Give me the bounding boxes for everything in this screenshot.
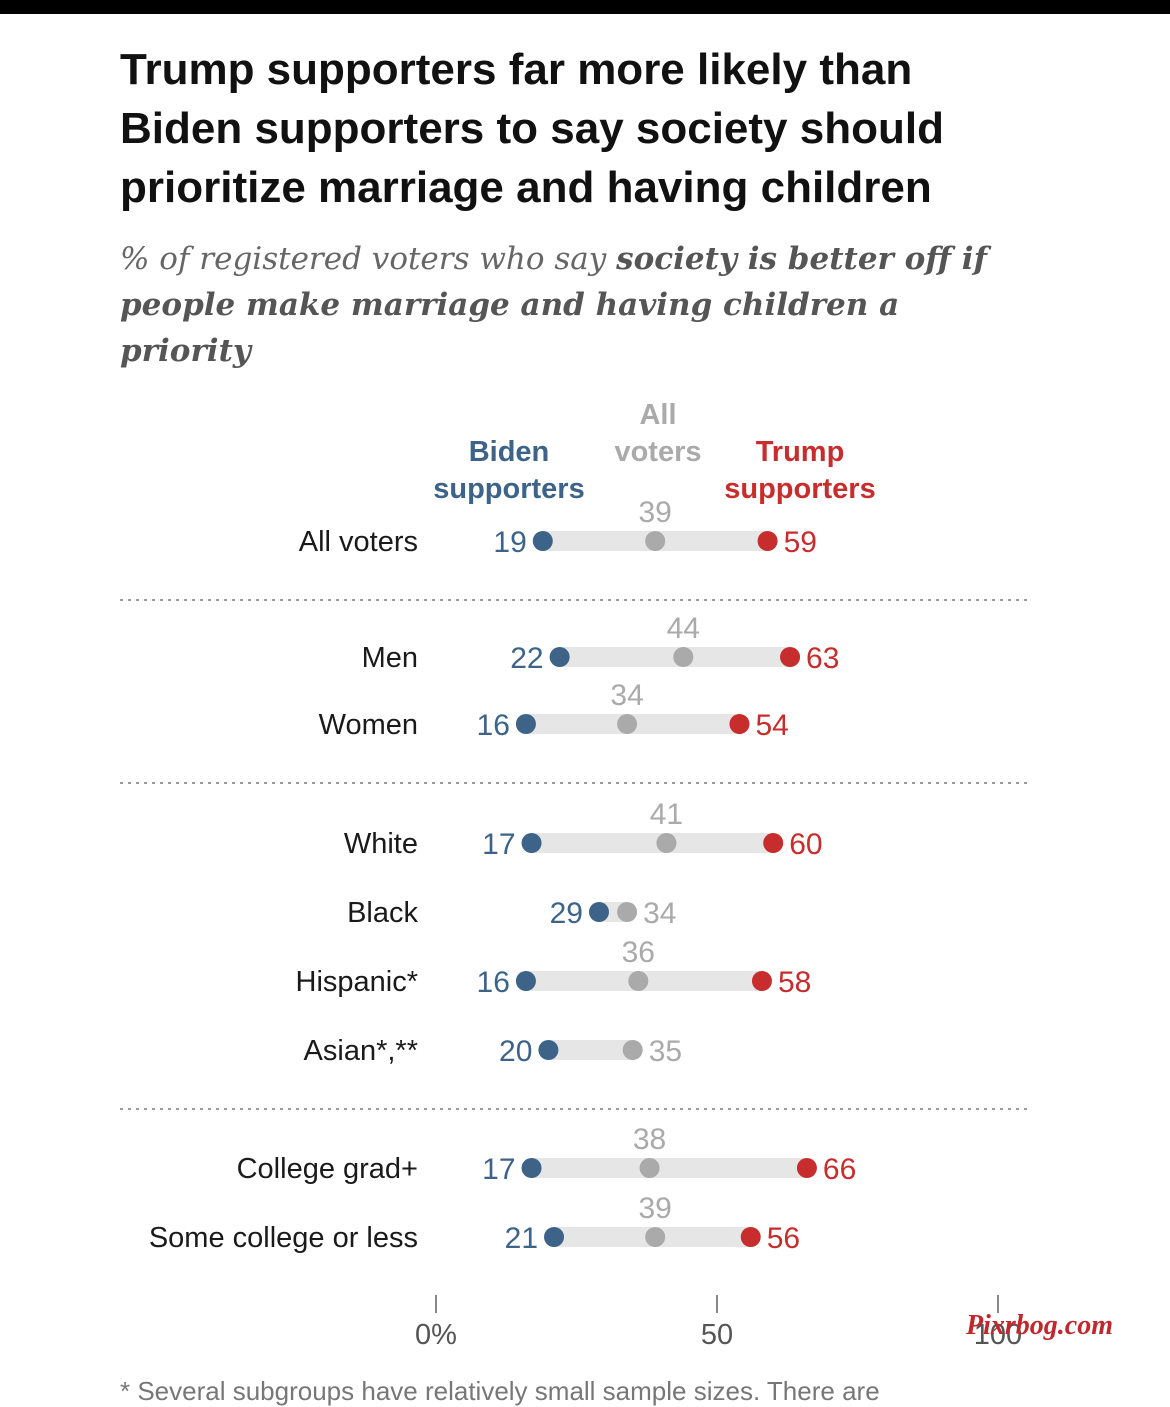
trump-point [751, 971, 772, 991]
biden-point [521, 1158, 542, 1178]
legend-all-line-2: voters [614, 436, 701, 468]
all-voters-value-label: 36 [622, 936, 655, 969]
biden-point [521, 833, 542, 853]
category-label: Black [347, 897, 418, 929]
biden-value-label: 16 [477, 966, 510, 999]
all-voters-point [617, 902, 638, 922]
trump-value-label: 54 [755, 709, 788, 742]
trump-point [740, 1227, 761, 1247]
all-voters-point [639, 1158, 660, 1178]
all-voters-value-label: 34 [610, 679, 643, 712]
trump-value-label: 58 [778, 966, 811, 999]
footnote: * Several subgroups have relatively smal… [120, 1376, 880, 1406]
legend-all-line-1: All [639, 399, 676, 431]
biden-point [544, 1227, 565, 1247]
biden-value-label: 17 [482, 1153, 515, 1186]
biden-point [588, 902, 609, 922]
title-line-3: prioritize marriage and having children [120, 163, 932, 212]
all-voters-point [645, 1227, 666, 1247]
chart-subtitle: % of registered voters who say society i… [120, 236, 1040, 374]
trump-value-label: 66 [823, 1153, 856, 1186]
category-label: White [344, 828, 418, 860]
trump-value-label: 63 [806, 642, 839, 675]
category-label: Hispanic* [296, 966, 419, 998]
subtitle-plain: % of registered voters who say [120, 241, 617, 277]
legend-biden-line-1: Biden [469, 436, 550, 468]
biden-point [549, 647, 570, 667]
biden-value-label: 17 [482, 828, 515, 861]
all-voters-value-label: 34 [643, 897, 676, 930]
all-voters-value-label: 35 [649, 1035, 682, 1068]
title-line-1: Trump supporters far more likely than [120, 45, 913, 94]
all-voters-value-label: 39 [638, 496, 671, 529]
trump-point [757, 531, 778, 551]
all-voters-point [673, 647, 694, 667]
biden-value-label: 21 [505, 1222, 538, 1255]
title-line-2: Biden supporters to say society should [120, 104, 944, 153]
category-label: Asian*,** [304, 1035, 418, 1067]
biden-value-label: 16 [477, 709, 510, 742]
trump-point [763, 833, 784, 853]
all-voters-point [656, 833, 677, 853]
subtitle-bold: society is better off if people make mar… [120, 241, 987, 369]
trump-point [796, 1158, 817, 1178]
trump-value-label: 56 [767, 1222, 800, 1255]
watermark: Pixrbog.com [966, 1310, 1113, 1341]
category-label: Some college or less [149, 1222, 418, 1254]
category-label: College grad+ [237, 1153, 418, 1185]
legend-trump-line-1: Trump [756, 436, 845, 468]
all-voters-value-label: 39 [638, 1192, 671, 1225]
axis-tick-label: 50 [701, 1319, 733, 1351]
axis-tick-label: 100 [974, 1319, 1022, 1351]
axis-tick-label: 0% [415, 1319, 457, 1351]
all-voters-point [645, 531, 666, 551]
all-voters-value-label: 38 [633, 1123, 666, 1156]
trump-point [780, 647, 801, 667]
biden-value-label: 19 [493, 526, 526, 559]
biden-value-label: 20 [499, 1035, 532, 1068]
category-label: All voters [299, 526, 418, 558]
trump-point [729, 714, 750, 734]
all-voters-value-label: 41 [650, 798, 683, 831]
all-voters-value-label: 44 [667, 612, 700, 645]
top-bar [0, 0, 1170, 14]
all-voters-point [628, 971, 649, 991]
chart-title: Trump supporters far more likely than Bi… [120, 40, 1040, 217]
biden-value-label: 29 [550, 897, 583, 930]
category-label: Men [362, 642, 418, 674]
biden-value-label: 22 [510, 642, 543, 675]
biden-point [532, 531, 553, 551]
all-voters-point [617, 714, 638, 734]
biden-point [538, 1040, 559, 1060]
trump-value-label: 60 [789, 828, 822, 861]
category-label: Women [319, 709, 418, 741]
biden-point [515, 714, 536, 734]
trump-value-label: 59 [784, 526, 817, 559]
biden-point [515, 971, 536, 991]
all-voters-point [622, 1040, 643, 1060]
legend-trump-line-2: supporters [724, 473, 875, 505]
legend-biden-line-2: supporters [433, 473, 584, 505]
